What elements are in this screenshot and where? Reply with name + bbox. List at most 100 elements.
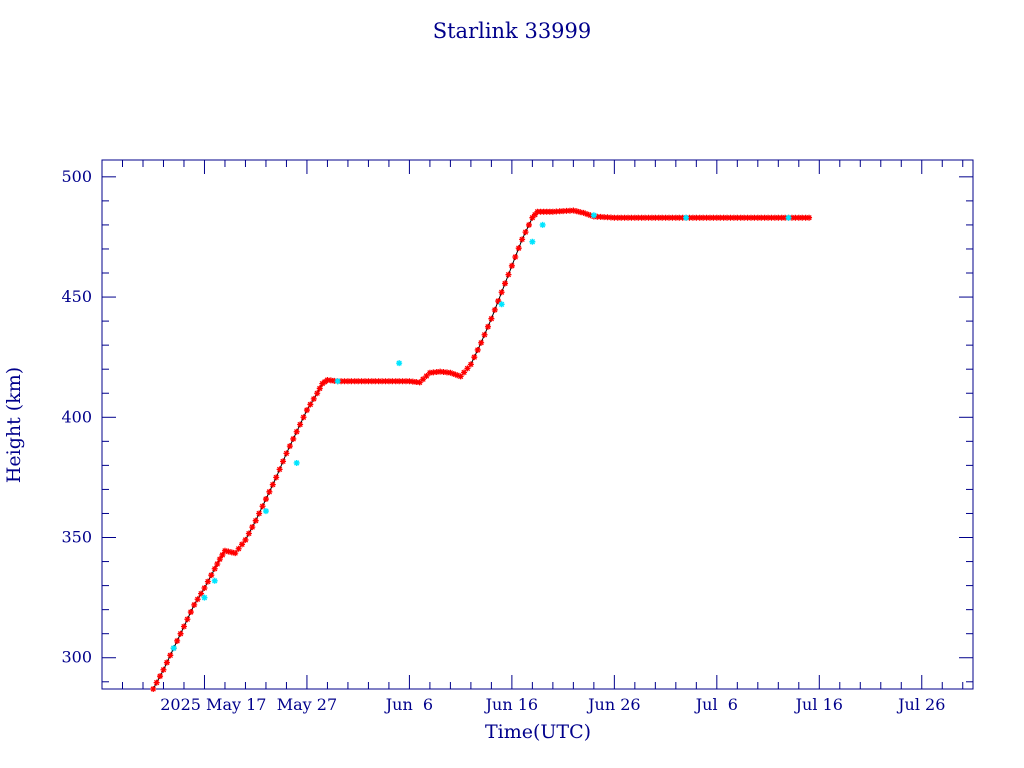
data-point-marker — [594, 213, 601, 220]
data-point-marker — [392, 378, 399, 385]
data-point-marker — [208, 572, 215, 579]
data-point-marker — [584, 211, 591, 218]
data-point-marker — [611, 214, 618, 221]
data-point-marker — [201, 585, 208, 592]
data-point-marker — [303, 407, 310, 414]
data-point-marker — [720, 214, 727, 221]
data-point-marker — [219, 551, 226, 558]
data-point-marker — [713, 214, 720, 221]
plot-frame — [101, 159, 974, 690]
data-point-marker — [669, 214, 676, 221]
data-point-marker — [771, 214, 778, 221]
data-point-marker — [628, 214, 635, 221]
x-tick-label: May 27 — [277, 695, 337, 714]
y-tick-label: 350 — [61, 528, 92, 547]
data-point-marker — [310, 395, 317, 402]
data-point-marker — [488, 315, 495, 322]
data-point-marker — [344, 378, 351, 385]
data-point-marker — [505, 271, 512, 278]
data-point-marker — [174, 637, 181, 644]
data-point-marker — [379, 378, 386, 385]
data-point-marker — [700, 214, 707, 221]
data-point-marker — [529, 214, 536, 221]
secondary-point-marker — [293, 459, 300, 466]
data-point-marker — [693, 214, 700, 221]
data-point-marker — [788, 214, 795, 221]
data-point-marker — [703, 214, 710, 221]
secondary-point-marker — [683, 214, 690, 221]
data-point-marker — [638, 214, 645, 221]
data-point-marker — [198, 590, 205, 597]
data-point-marker — [519, 236, 526, 243]
data-point-marker — [502, 280, 509, 287]
secondary-point-marker — [211, 577, 218, 584]
data-point-marker — [534, 208, 541, 215]
x-tick-label: Jun 6 — [384, 695, 433, 714]
data-point-marker — [416, 379, 423, 386]
data-point-marker — [573, 208, 580, 215]
x-axis-ticks — [101, 160, 964, 689]
data-point-marker — [792, 214, 799, 221]
data-point-marker — [331, 377, 338, 384]
data-point-marker — [423, 373, 430, 380]
secondary-point-marker — [785, 214, 792, 221]
data-point-marker — [372, 378, 379, 385]
data-point-marker — [286, 443, 293, 450]
y-tick-label: 300 — [61, 648, 92, 667]
data-point-marker — [351, 378, 358, 385]
data-point-marker — [601, 214, 608, 221]
data-point-marker — [642, 214, 649, 221]
data-point-marker — [314, 390, 321, 397]
y-axis-ticks — [102, 176, 973, 683]
data-point-marker — [225, 548, 232, 555]
data-point-marker — [382, 378, 389, 385]
data-point-marker — [730, 214, 737, 221]
data-point-marker — [324, 377, 331, 384]
data-point-marker — [216, 556, 223, 563]
data-point-marker — [167, 652, 174, 659]
data-point-marker — [402, 378, 409, 385]
data-point-marker — [420, 376, 427, 383]
data-point-marker — [437, 368, 444, 375]
data-point-marker — [180, 623, 187, 630]
data-point-marker — [795, 214, 802, 221]
data-point-marker — [607, 214, 614, 221]
data-point-marker — [604, 214, 611, 221]
data-point-marker — [645, 214, 652, 221]
data-point-marker — [754, 214, 761, 221]
data-point-marker — [618, 214, 625, 221]
data-point-marker — [355, 378, 362, 385]
data-point-marker — [368, 378, 375, 385]
data-point-marker — [512, 253, 519, 260]
y-axis-title: Height (km) — [3, 367, 25, 483]
x-tick-label: Jun 26 — [586, 695, 640, 714]
data-point-marker — [696, 214, 703, 221]
data-point-marker — [775, 214, 782, 221]
x-tick-label: Jul 26 — [896, 695, 945, 714]
data-point-marker — [276, 466, 283, 473]
data-point-marker — [214, 560, 221, 567]
data-point-marker — [389, 378, 396, 385]
data-point-marker — [293, 428, 300, 435]
data-point-marker — [727, 214, 734, 221]
x-tick-label: 2025 May 17 — [160, 695, 266, 714]
data-point-marker — [537, 208, 544, 215]
data-point-marker — [269, 481, 276, 488]
data-point-marker — [710, 214, 717, 221]
secondary-markers — [170, 212, 792, 652]
data-point-marker — [659, 214, 666, 221]
secondary-point-marker — [170, 645, 177, 652]
data-point-marker — [450, 371, 457, 378]
x-axis-title: Time(UTC) — [485, 721, 591, 743]
data-point-marker — [652, 214, 659, 221]
data-point-marker — [406, 378, 413, 385]
chart-title: Starlink 33999 — [433, 19, 592, 43]
data-point-marker — [177, 630, 184, 637]
data-point-marker — [566, 207, 573, 214]
data-point-marker — [631, 214, 638, 221]
data-point-marker — [662, 214, 669, 221]
data-point-marker — [686, 214, 693, 221]
data-point-marker — [211, 565, 218, 572]
y-tick-label: 450 — [61, 287, 92, 306]
